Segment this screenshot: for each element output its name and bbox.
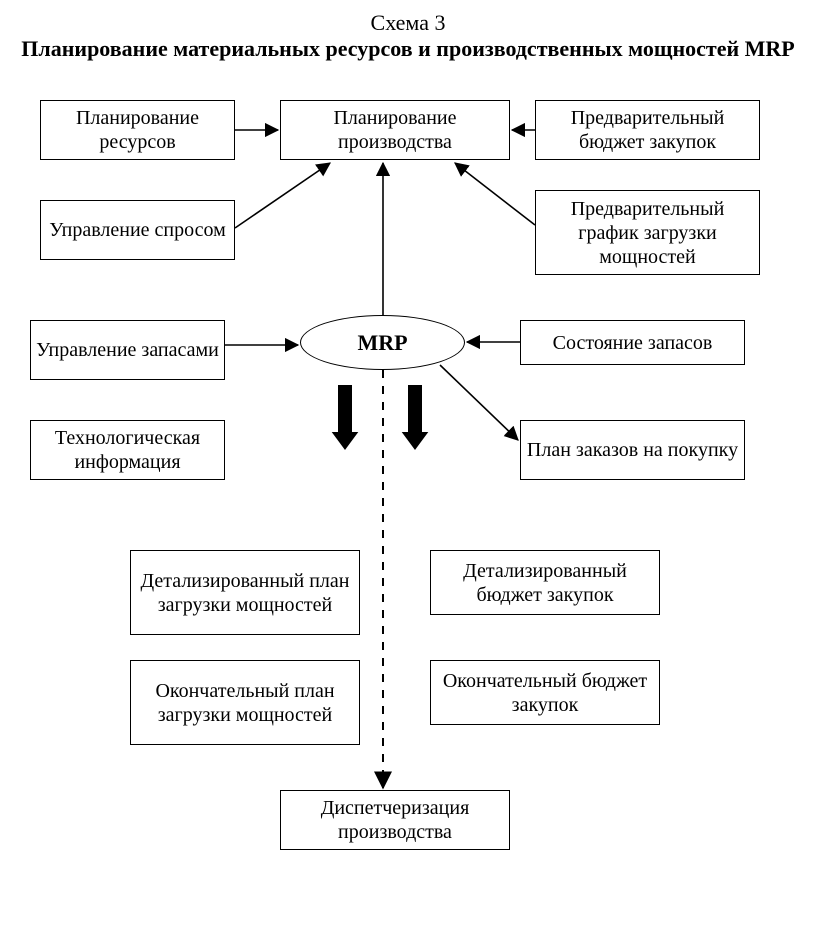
title-super: Схема 3	[0, 10, 816, 36]
node-fin-cap: Окончательный план загрузки мощностей	[130, 660, 360, 745]
node-plan-res: Планирование ресурсов	[40, 100, 235, 160]
node-pre-budget: Предварительный бюджет закупок	[535, 100, 760, 160]
node-pre-sched: Предварительный график загрузки мощносте…	[535, 190, 760, 275]
node-label: Окончательный бюджет закупок	[435, 669, 655, 717]
node-mrp: MRP	[300, 315, 465, 370]
node-demand: Управление спросом	[40, 200, 235, 260]
node-purch-plan: План заказов на покупку	[520, 420, 745, 480]
node-label: Состояние запасов	[553, 331, 713, 355]
node-plan-prod: Планирование производства	[280, 100, 510, 160]
node-label: Управление запасами	[36, 338, 219, 362]
node-det-budget: Детализированный бюджет закупок	[430, 550, 660, 615]
node-label: Диспетчеризация производства	[285, 796, 505, 844]
diagram-canvas: Схема 3 Планирование материальных ресурс…	[0, 0, 816, 930]
node-tech-info: Технологическая информация	[30, 420, 225, 480]
node-fin-budget: Окончательный бюджет закупок	[430, 660, 660, 725]
title-main: Планирование материальных ресурсов и про…	[0, 35, 816, 63]
node-det-cap: Детализированный план загрузки мощностей	[130, 550, 360, 635]
node-label: План заказов на покупку	[527, 438, 738, 462]
node-label: Планирование ресурсов	[45, 106, 230, 154]
node-label: Планирование производства	[285, 106, 505, 154]
node-label: Технологическая информация	[35, 426, 220, 474]
node-label: Предварительный график загрузки мощносте…	[540, 197, 755, 269]
node-inv-mgmt: Управление запасами	[30, 320, 225, 380]
node-label: MRP	[357, 330, 407, 356]
node-label: Детализированный бюджет закупок	[435, 559, 655, 607]
node-label: Детализированный план загрузки мощностей	[135, 569, 355, 617]
node-label: Управление спросом	[49, 218, 226, 242]
node-inv-state: Состояние запасов	[520, 320, 745, 365]
node-dispatch: Диспетчеризация производства	[280, 790, 510, 850]
node-label: Предварительный бюджет закупок	[540, 106, 755, 154]
node-label: Окончательный план загрузки мощностей	[135, 679, 355, 727]
